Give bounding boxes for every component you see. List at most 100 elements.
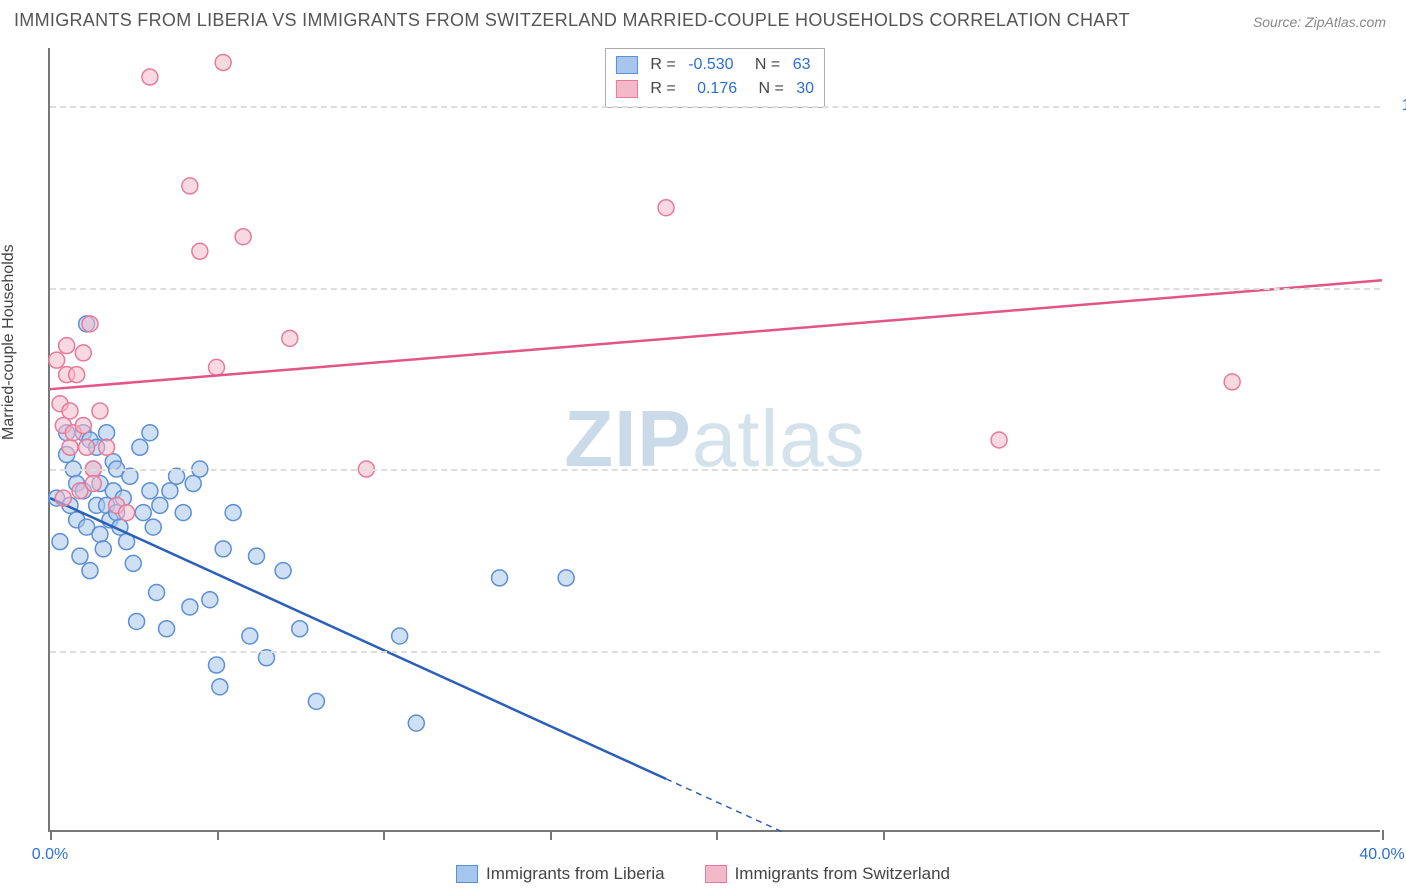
data-point: [52, 534, 68, 550]
y-tick-label: 75.0%: [1386, 279, 1406, 297]
data-point: [159, 621, 175, 637]
data-point: [99, 425, 115, 441]
data-point: [175, 505, 191, 521]
x-tick: [716, 830, 718, 840]
data-point: [282, 330, 298, 346]
source-attribution: Source: ZipAtlas.com: [1253, 14, 1386, 30]
legend-row: R = 0.176 N = 30: [616, 77, 814, 101]
trend-line: [50, 498, 666, 779]
data-point: [59, 338, 75, 354]
correlation-legend: R = -0.530 N = 63 R = 0.176 N = 30: [605, 48, 825, 108]
legend-n-value: 63: [793, 53, 811, 77]
data-point: [492, 570, 508, 586]
data-point: [215, 541, 231, 557]
data-point: [149, 584, 165, 600]
data-point: [185, 476, 201, 492]
series-legend-item: Immigrants from Liberia: [456, 864, 665, 884]
data-point: [132, 439, 148, 455]
data-point: [1224, 374, 1240, 390]
y-tick-label: 50.0%: [1386, 460, 1406, 478]
data-point: [75, 417, 91, 433]
data-point: [82, 316, 98, 332]
data-point: [212, 679, 228, 695]
data-point: [119, 505, 135, 521]
data-point: [55, 490, 71, 506]
data-point: [558, 570, 574, 586]
chart-title: IMMIGRANTS FROM LIBERIA VS IMMIGRANTS FR…: [14, 10, 1130, 31]
data-point: [225, 505, 241, 521]
plot-area: ZIPatlas R = -0.530 N = 63 R = 0.176 N =…: [48, 48, 1380, 832]
data-point: [99, 439, 115, 455]
data-point: [72, 548, 88, 564]
legend-n-label: N =: [742, 53, 785, 77]
chart-svg: [50, 48, 1380, 830]
legend-r-value: 0.176: [688, 77, 737, 101]
gridline: [50, 651, 1380, 653]
x-tick-label: 0.0%: [32, 846, 68, 864]
data-point: [135, 505, 151, 521]
x-tick: [383, 830, 385, 840]
series-legend: Immigrants from Liberia Immigrants from S…: [456, 864, 950, 884]
data-point: [92, 403, 108, 419]
data-point: [152, 497, 168, 513]
x-tick: [883, 830, 885, 840]
data-point: [182, 599, 198, 615]
data-point: [392, 628, 408, 644]
trend-line: [50, 280, 1382, 389]
data-point: [292, 621, 308, 637]
x-tick: [550, 830, 552, 840]
data-point: [991, 432, 1007, 448]
data-point: [308, 693, 324, 709]
legend-label: Immigrants from Switzerland: [735, 864, 950, 884]
data-point: [82, 563, 98, 579]
data-point: [142, 483, 158, 499]
data-point: [182, 178, 198, 194]
x-tick: [217, 830, 219, 840]
x-tick: [1382, 830, 1384, 840]
legend-swatch: [705, 865, 727, 883]
data-point: [145, 519, 161, 535]
data-point: [62, 439, 78, 455]
data-point: [192, 243, 208, 259]
data-point: [275, 563, 291, 579]
data-point: [125, 555, 141, 571]
data-point: [242, 628, 258, 644]
data-point: [209, 359, 225, 375]
data-point: [202, 592, 218, 608]
data-point: [85, 476, 101, 492]
data-point: [62, 403, 78, 419]
legend-swatch: [616, 56, 638, 74]
data-point: [92, 526, 108, 542]
gridline: [50, 288, 1380, 290]
legend-r-label: R =: [646, 53, 680, 77]
legend-label: Immigrants from Liberia: [486, 864, 665, 884]
y-tick-label: 100.0%: [1386, 97, 1406, 115]
data-point: [49, 352, 65, 368]
x-tick-label: 40.0%: [1359, 846, 1404, 864]
legend-r-label: R =: [646, 77, 680, 101]
data-point: [658, 200, 674, 216]
data-point: [142, 69, 158, 85]
data-point: [209, 657, 225, 673]
data-point: [248, 548, 264, 564]
legend-n-value: 30: [796, 77, 814, 101]
data-point: [162, 483, 178, 499]
legend-swatch: [456, 865, 478, 883]
data-point: [75, 345, 91, 361]
y-tick-label: 25.0%: [1386, 642, 1406, 660]
legend-row: R = -0.530 N = 63: [616, 53, 814, 77]
data-point: [95, 541, 111, 557]
data-point: [129, 613, 145, 629]
data-point: [408, 715, 424, 731]
y-axis-label: Married-couple Households: [0, 244, 18, 440]
data-point: [215, 55, 231, 71]
legend-r-value: -0.530: [688, 53, 733, 77]
legend-swatch: [616, 80, 638, 98]
legend-n-label: N =: [745, 77, 788, 101]
data-point: [235, 229, 251, 245]
gridline: [50, 469, 1380, 471]
data-point: [142, 425, 158, 441]
data-point: [69, 367, 85, 383]
data-point: [79, 439, 95, 455]
x-tick: [50, 830, 52, 840]
